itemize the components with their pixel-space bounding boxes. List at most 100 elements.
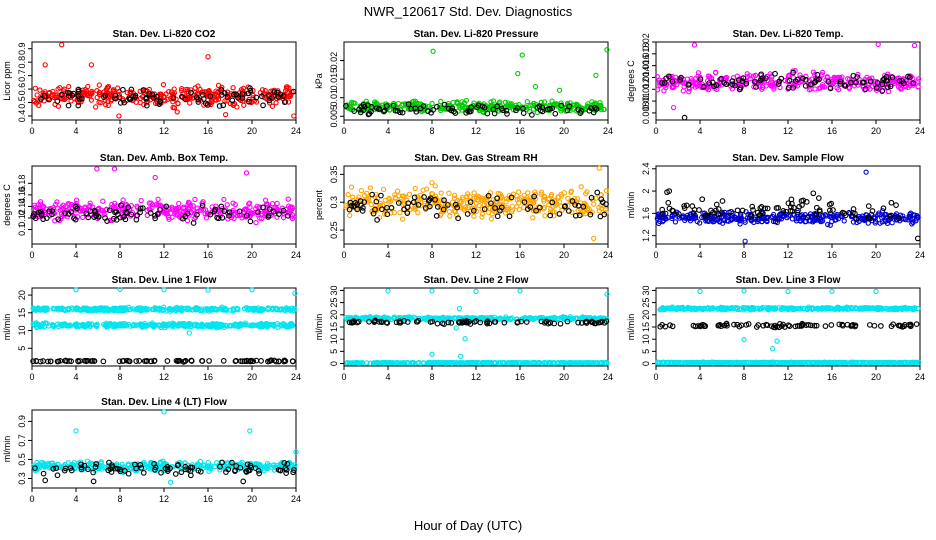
data-point — [224, 94, 231, 101]
data-point — [370, 210, 377, 217]
data-point — [246, 213, 253, 219]
data-point — [54, 205, 60, 211]
data-point — [752, 72, 759, 78]
data-point — [481, 196, 487, 203]
data-point — [61, 96, 68, 103]
data-point — [885, 88, 892, 95]
data-point — [187, 100, 193, 106]
data-point — [46, 96, 52, 103]
x-tick-label: 16 — [203, 250, 213, 260]
data-point — [100, 198, 106, 204]
x-tick-label: 4 — [697, 250, 702, 260]
outlier-point — [385, 288, 391, 294]
data-point — [434, 204, 441, 210]
data-point — [243, 212, 250, 219]
data-point — [437, 212, 443, 219]
data-point — [865, 203, 872, 210]
data-point — [221, 90, 228, 96]
data-point — [96, 91, 103, 97]
data-point — [147, 207, 153, 213]
data-point — [473, 208, 480, 215]
series-samples — [654, 169, 921, 244]
data-point — [880, 205, 887, 212]
data-point — [70, 90, 77, 97]
data-point — [713, 201, 720, 208]
x-tick-label: 24 — [603, 250, 613, 260]
data-point — [711, 83, 717, 90]
x-tick-label: 20 — [247, 126, 257, 136]
data-point — [269, 103, 276, 109]
x-tick-label: 20 — [871, 126, 881, 136]
outlier-point — [111, 166, 118, 172]
outlier-point — [186, 330, 192, 336]
data-point — [827, 85, 834, 92]
data-point — [433, 195, 439, 202]
data-point — [225, 216, 231, 222]
data-point — [504, 111, 510, 117]
data-point — [395, 200, 402, 206]
data-point — [110, 87, 117, 93]
data-point — [539, 189, 545, 195]
data-point — [176, 200, 182, 207]
data-point — [207, 211, 214, 218]
data-point — [207, 93, 214, 99]
data-point — [465, 108, 471, 114]
data-point — [597, 103, 603, 109]
data-point — [574, 196, 580, 202]
data-point — [424, 186, 430, 192]
data-point — [78, 95, 85, 102]
data-point — [820, 84, 826, 90]
x-tick-label: 24 — [915, 250, 925, 260]
data-point — [509, 203, 515, 209]
data-point — [144, 207, 150, 214]
data-point — [513, 107, 519, 114]
x-tick-label: 8 — [741, 250, 746, 260]
data-point — [220, 358, 227, 364]
data-point — [75, 86, 82, 93]
data-point — [524, 99, 530, 105]
outlier-point — [205, 287, 211, 293]
data-point — [721, 80, 728, 86]
data-point — [421, 194, 427, 200]
data-point — [381, 108, 387, 115]
data-point — [790, 69, 796, 76]
figure-xlabel: Hour of Day (UTC) — [414, 518, 522, 533]
x-tick-label: 16 — [515, 126, 525, 136]
outlier-point — [94, 166, 100, 172]
data-point — [96, 82, 102, 88]
data-point — [354, 206, 361, 213]
data-point — [564, 107, 571, 114]
data-point — [178, 88, 185, 94]
data-point — [350, 194, 356, 200]
y-tick-label: 20 — [641, 310, 651, 320]
data-point — [707, 73, 713, 79]
x-tick-label: 20 — [559, 250, 569, 260]
y-axis-label: percent — [314, 189, 324, 220]
data-point — [659, 80, 665, 86]
data-point — [180, 205, 187, 212]
data-point — [528, 197, 534, 203]
panel-title: Stan. Dev. Li-820 Pressure — [414, 29, 539, 40]
data-point — [521, 199, 528, 205]
data-point — [185, 199, 192, 205]
data-point — [68, 98, 74, 104]
data-point — [345, 191, 351, 198]
data-point — [214, 214, 220, 221]
outlier-point — [911, 42, 918, 49]
data-point — [426, 197, 433, 203]
data-point — [219, 214, 226, 221]
data-point — [212, 206, 219, 213]
data-point — [739, 78, 746, 84]
outlier-point — [810, 190, 817, 197]
data-point — [905, 84, 911, 91]
data-point — [591, 201, 597, 207]
data-point — [413, 100, 420, 106]
outlier-point — [222, 111, 229, 118]
data-point — [57, 85, 63, 91]
data-point — [66, 201, 72, 208]
data-point — [75, 102, 82, 109]
x-tick-label: 0 — [29, 250, 34, 260]
